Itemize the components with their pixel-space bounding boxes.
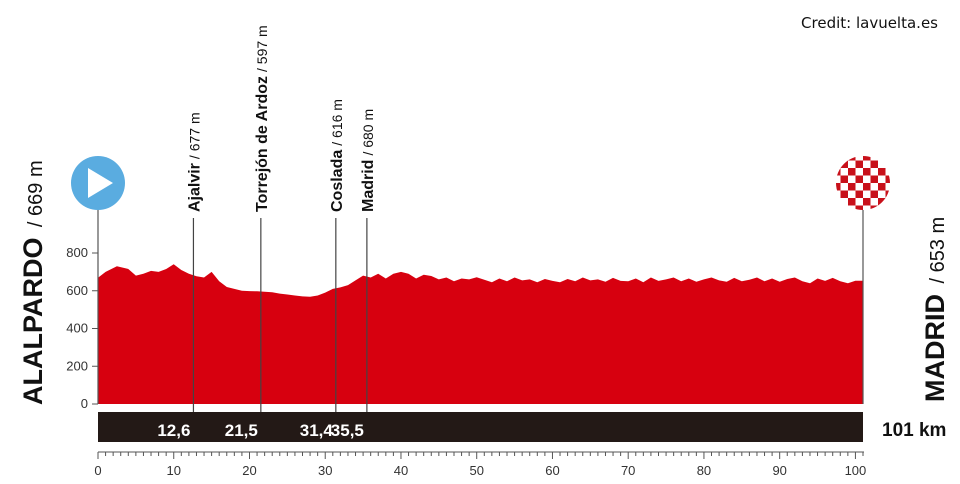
waypoint-altitude: / 680 m — [360, 109, 376, 156]
checker-square — [870, 160, 878, 168]
total-distance: 101 km — [882, 420, 946, 441]
checker-square — [870, 205, 878, 210]
checker-square — [863, 198, 871, 206]
checker-square — [836, 183, 841, 191]
checker-square — [878, 198, 886, 206]
start-marker — [71, 156, 125, 404]
checker-square — [855, 160, 863, 168]
checker-square — [848, 168, 856, 176]
checker-square — [885, 205, 890, 210]
checker-square — [840, 205, 848, 210]
waypoint-km: 12,6 — [157, 421, 190, 440]
x-tick-label: 10 — [167, 463, 181, 478]
checker-square — [878, 168, 886, 176]
waypoint-name: Ajalvir — [186, 163, 203, 212]
checker-square — [848, 183, 856, 191]
checker-square — [863, 183, 871, 191]
waypoint-altitude: / 677 m — [186, 112, 202, 159]
checker-square — [855, 190, 863, 198]
checker-square — [848, 156, 856, 161]
x-tick-label: 40 — [394, 463, 408, 478]
x-tick-label: 60 — [545, 463, 559, 478]
checker-square — [885, 160, 890, 168]
waypoint-label: Torrejón de Ardoz / 597 m — [254, 25, 271, 212]
y-tick-label: 0 — [81, 396, 88, 411]
checker-square — [855, 205, 863, 210]
credit-text: Credit: lavuelta.es — [801, 14, 938, 32]
distance-bar — [98, 412, 863, 442]
checker-square — [885, 190, 890, 198]
waypoint-label: Ajalvir / 677 m — [186, 112, 203, 212]
checker-square — [885, 175, 890, 183]
checker-square — [848, 198, 856, 206]
checker-square — [840, 160, 848, 168]
waypoint-altitude: / 616 m — [329, 99, 345, 146]
start-name: ALALPARDO — [18, 238, 48, 405]
x-tick-label: 90 — [772, 463, 786, 478]
y-axis-ticks: 0 200 400 600 800 — [66, 245, 98, 411]
x-tick-label: 30 — [318, 463, 332, 478]
finish-altitude: / 653 m — [927, 217, 949, 284]
waypoint-name: Torrejón de Ardoz — [254, 76, 271, 212]
waypoint-km: 31,4 — [300, 421, 334, 440]
checkered-flag-icon — [836, 156, 890, 210]
checker-square — [836, 198, 841, 206]
checker-square — [836, 156, 841, 161]
play-icon — [88, 168, 113, 198]
checker-square — [870, 190, 878, 198]
waypoint-label: Coslada / 616 m — [329, 99, 346, 212]
x-tick-label: 70 — [621, 463, 635, 478]
checker-square — [836, 168, 841, 176]
x-tick-label: 80 — [697, 463, 711, 478]
start-name-label: ALALPARDO / 669 m — [18, 160, 48, 405]
checker-square — [840, 175, 848, 183]
waypoint-labels: Ajalvir / 677 m Torrejón de Ardoz / 597 m Co… — [186, 25, 376, 212]
checker-square — [840, 190, 848, 198]
y-tick-label: 400 — [66, 321, 88, 336]
checker-square — [863, 168, 871, 176]
y-tick-label: 600 — [66, 283, 88, 298]
finish-name: MADRID — [920, 294, 950, 402]
checker-square — [878, 183, 886, 191]
y-tick-label: 800 — [66, 245, 88, 260]
x-axis-ticks: 0 10 20 30 40 50 60 70 80 90 100 — [94, 452, 866, 478]
waypoint-lines — [192, 218, 368, 442]
waypoint-km: 35,5 — [331, 421, 364, 440]
checker-square — [863, 156, 871, 161]
elevation-profile-area — [98, 264, 863, 404]
waypoint-name: Madrid — [360, 160, 377, 212]
waypoint-km: 21,5 — [225, 421, 258, 440]
finish-name-label: MADRID / 653 m — [920, 217, 950, 402]
waypoint-label: Madrid / 680 m — [360, 109, 377, 212]
checker-square — [878, 156, 886, 161]
checker-square — [855, 175, 863, 183]
y-tick-label: 200 — [66, 358, 88, 373]
waypoint-name: Coslada — [329, 150, 346, 212]
x-tick-label: 50 — [469, 463, 483, 478]
x-tick-label: 0 — [94, 463, 101, 478]
waypoint-altitude: / 597 m — [254, 25, 270, 72]
waypoint-km-labels: 12,6 21,5 31,435,5 — [157, 421, 364, 440]
x-tick-label: 100 — [845, 463, 867, 478]
start-altitude: / 669 m — [25, 160, 47, 227]
x-tick-label: 20 — [242, 463, 256, 478]
checker-square — [870, 175, 878, 183]
